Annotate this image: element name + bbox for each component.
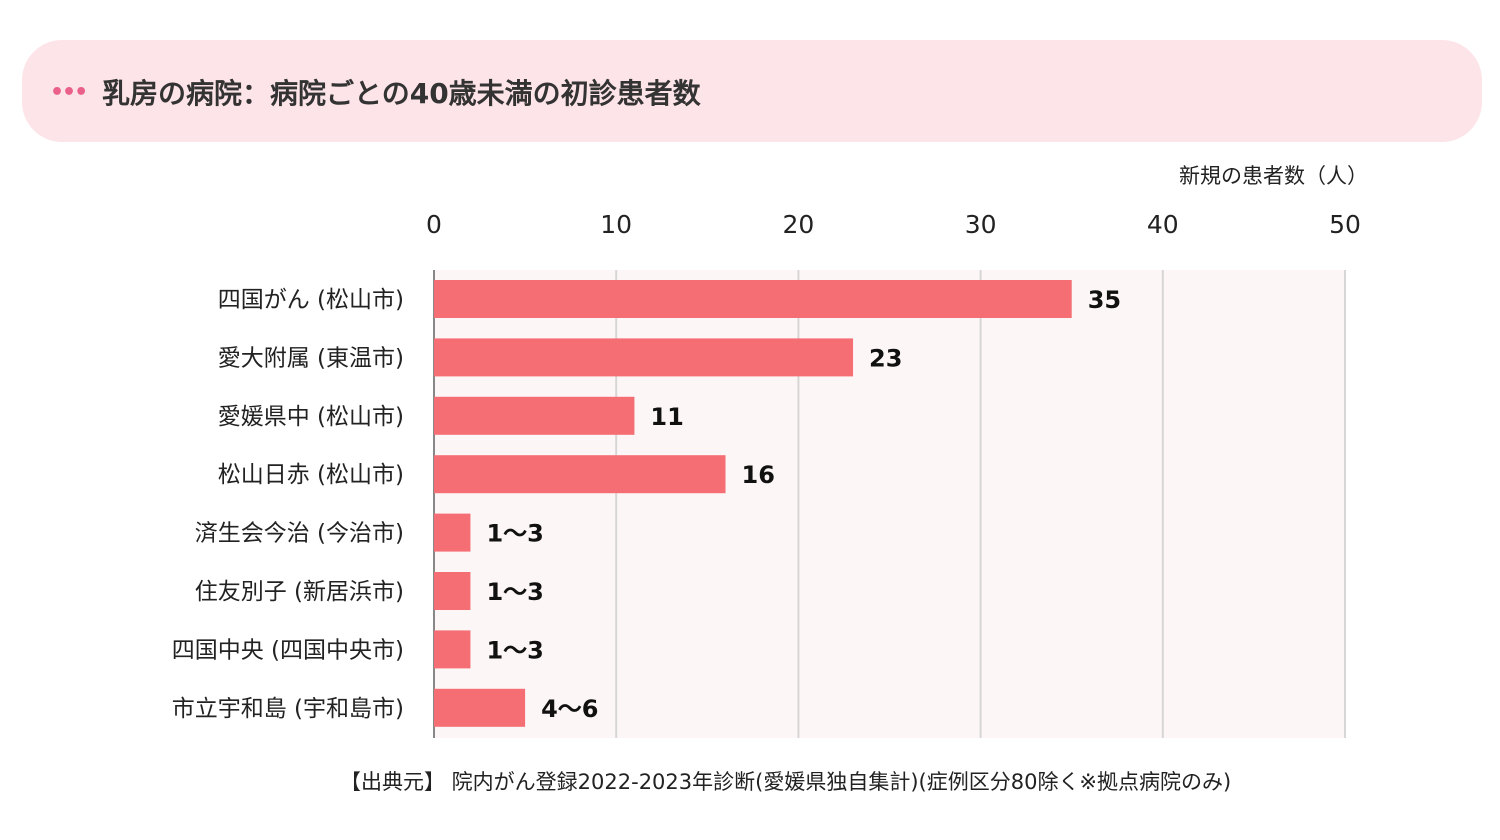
data-label: 1〜3: [486, 636, 543, 664]
title-banner: [22, 40, 1482, 142]
bar: [434, 455, 726, 494]
page-title: 乳房の病院：病院ごとの40歳未満の初診患者数: [102, 77, 701, 110]
x-tick-label: 0: [426, 210, 442, 239]
data-label: 23: [869, 344, 902, 372]
x-tick-label: 50: [1329, 210, 1361, 239]
category-label: 四国中央 (四国中央市): [172, 637, 404, 663]
data-label: 16: [742, 461, 775, 489]
category-label: 松山日赤 (松山市): [218, 462, 404, 488]
x-tick-label: 20: [782, 210, 814, 239]
bar: [434, 572, 471, 610]
x-tick-label: 10: [600, 210, 632, 239]
category-label: 市立宇和島 (宇和島市): [172, 696, 404, 722]
more-dots-icon: •••: [50, 80, 88, 105]
data-label: 4〜6: [541, 695, 598, 723]
category-label: 四国がん (松山市): [218, 287, 404, 313]
bar: [434, 338, 854, 377]
category-label: 済生会今治 (今治市): [195, 521, 404, 547]
data-label: 1〜3: [486, 578, 543, 606]
bar: [434, 513, 471, 552]
category-label: 愛大附属 (東温市): [218, 345, 404, 371]
category-label: 愛媛県中 (松山市): [218, 404, 404, 430]
x-tick-label: 30: [965, 210, 997, 239]
x-tick-label: 40: [1147, 210, 1179, 239]
data-label: 11: [650, 403, 683, 431]
bar: [434, 630, 471, 669]
category-label: 住友別子 (新居浜市): [195, 579, 404, 605]
bar: [434, 396, 635, 435]
x-axis-label: 新規の患者数（人）: [1179, 164, 1368, 188]
bar: [434, 280, 1072, 318]
data-label: 1〜3: [486, 520, 543, 548]
bar: [434, 688, 526, 727]
source-note: 【出典元】 院内がん登録2022-2023年診断(愛媛県独自集計)(症例区分80…: [340, 770, 1232, 794]
data-label: 35: [1088, 286, 1121, 314]
